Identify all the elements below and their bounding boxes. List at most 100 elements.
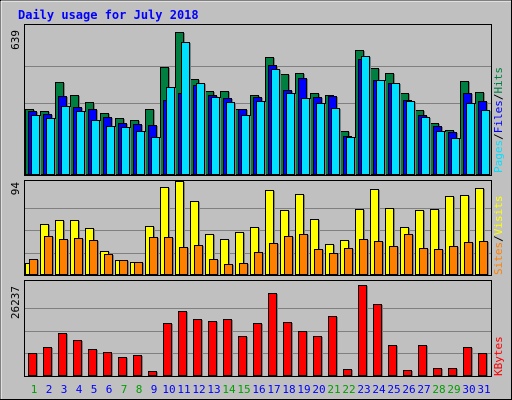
- bar-pages-day-17: [271, 69, 280, 175]
- bar-kbytes-day-3: [58, 333, 67, 376]
- x-axis-day-labels: 1 2 3 4 5 6 7 8 9 10 11 12 13 14 15 16 17 18 19 20 21 22 23 24 2…: [31, 383, 491, 396]
- bar-pages-day-11: [181, 42, 190, 175]
- bar-sites-day-3: [59, 239, 68, 275]
- x-label-day-27: 27: [417, 383, 430, 396]
- bar-sites-day-8: [134, 262, 143, 275]
- bar-sites-day-25: [389, 246, 398, 275]
- bar-pages-day-22: [346, 137, 355, 175]
- x-label-day-16: 16: [252, 383, 265, 396]
- bar-kbytes-day-17: [268, 293, 277, 376]
- x-label-day-29: 29: [447, 383, 460, 396]
- chart-title: Daily usage for July 2018: [18, 8, 199, 22]
- bar-pages-day-21: [331, 108, 340, 175]
- x-label-day-19: 19: [297, 383, 310, 396]
- bar-sites-day-9: [149, 237, 158, 275]
- x-label-day-6: 6: [106, 383, 113, 396]
- bar-pages-day-7: [121, 127, 130, 175]
- bar-pages-day-12: [196, 83, 205, 175]
- x-label-day-13: 13: [207, 383, 220, 396]
- bar-kbytes-day-4: [73, 340, 82, 376]
- legend-sep-1: /: [492, 133, 505, 140]
- x-label-day-2: 2: [46, 383, 53, 396]
- x-label-day-10: 10: [162, 383, 175, 396]
- bar-pages-day-31: [481, 110, 490, 175]
- bar-sites-day-10: [164, 237, 173, 275]
- bar-sites-day-19: [299, 234, 308, 275]
- x-label-day-23: 23: [357, 383, 370, 396]
- bar-sites-day-22: [344, 248, 353, 275]
- bar-pages-day-27: [421, 117, 430, 175]
- bar-pages-day-19: [301, 98, 310, 175]
- legend-hits: Hits: [492, 67, 505, 94]
- bar-pages-day-10: [166, 87, 175, 175]
- bar-sites-day-11: [179, 247, 188, 275]
- x-label-day-8: 8: [136, 383, 143, 396]
- bar-kbytes-day-30: [463, 347, 472, 376]
- bar-sites-day-16: [254, 252, 263, 275]
- bar-pages-day-8: [136, 131, 145, 175]
- bar-kbytes-day-11: [178, 311, 187, 376]
- bar-pages-day-2: [46, 118, 55, 175]
- bar-kbytes-day-2: [43, 347, 52, 376]
- bar-kbytes-day-7: [118, 357, 127, 376]
- bar-pages-day-23: [361, 56, 370, 175]
- bar-sites-day-13: [209, 259, 218, 275]
- bar-sites-day-20: [314, 249, 323, 275]
- bar-pages-day-26: [406, 101, 415, 175]
- legend-visits: Visits: [492, 196, 505, 236]
- bar-pages-day-9: [151, 137, 160, 175]
- bar-pages-day-29: [451, 138, 460, 175]
- x-label-day-7: 7: [121, 383, 128, 396]
- bar-pages-day-20: [316, 103, 325, 175]
- legend-top: Pages/Files/Hits: [492, 67, 505, 173]
- bar-kbytes-day-13: [208, 321, 217, 376]
- bar-pages-day-18: [286, 93, 295, 175]
- bar-pages-day-16: [256, 101, 265, 175]
- bar-pages-day-15: [241, 115, 250, 175]
- bar-sites-day-26: [404, 234, 413, 275]
- bar-sites-day-1: [29, 259, 38, 275]
- legend-sites: Sites: [492, 242, 505, 275]
- bar-sites-day-27: [419, 248, 428, 275]
- x-label-day-28: 28: [432, 383, 445, 396]
- x-label-day-22: 22: [342, 383, 355, 396]
- bar-sites-day-31: [479, 241, 488, 275]
- x-label-day-1: 1: [31, 383, 38, 396]
- x-label-day-31: 31: [477, 383, 490, 396]
- x-label-day-14: 14: [222, 383, 236, 396]
- legend-pages: Pages: [492, 140, 505, 173]
- bar-kbytes-day-5: [88, 349, 97, 376]
- bar-pages-day-30: [466, 103, 475, 175]
- bar-kbytes-day-8: [133, 355, 142, 376]
- bar-kbytes-day-29: [448, 368, 457, 376]
- bar-kbytes-day-19: [298, 331, 307, 376]
- x-label-day-25: 25: [387, 383, 400, 396]
- bar-sites-day-21: [329, 253, 338, 275]
- bar-sites-day-28: [434, 249, 443, 275]
- bar-kbytes-day-9: [148, 371, 157, 376]
- bar-kbytes-day-14: [223, 319, 232, 376]
- bar-sites-day-12: [194, 245, 203, 275]
- visits-ymax-label: 94: [9, 182, 22, 196]
- bar-pages-day-14: [226, 102, 235, 175]
- x-label-day-3: 3: [61, 383, 68, 396]
- bar-pages-day-25: [391, 83, 400, 175]
- bar-kbytes-day-22: [343, 369, 352, 376]
- x-label-day-11: 11: [177, 383, 190, 396]
- bar-sites-day-30: [464, 242, 473, 275]
- bar-kbytes-day-26: [403, 370, 412, 376]
- bar-kbytes-day-12: [193, 319, 202, 376]
- x-label-day-15: 15: [237, 383, 250, 396]
- x-label-day-24: 24: [372, 383, 386, 396]
- bar-kbytes-day-25: [388, 345, 397, 376]
- x-label-day-21: 21: [327, 383, 340, 396]
- legend-files: Files: [492, 100, 505, 133]
- bar-kbytes-day-31: [478, 353, 487, 376]
- x-label-day-4: 4: [76, 383, 83, 396]
- bar-kbytes-day-21: [328, 316, 337, 376]
- bar-sites-day-17: [269, 243, 278, 275]
- legend-kbytes: KBytes: [492, 336, 505, 376]
- bar-sites-day-24: [374, 241, 383, 275]
- bar-sites-day-2: [44, 236, 53, 275]
